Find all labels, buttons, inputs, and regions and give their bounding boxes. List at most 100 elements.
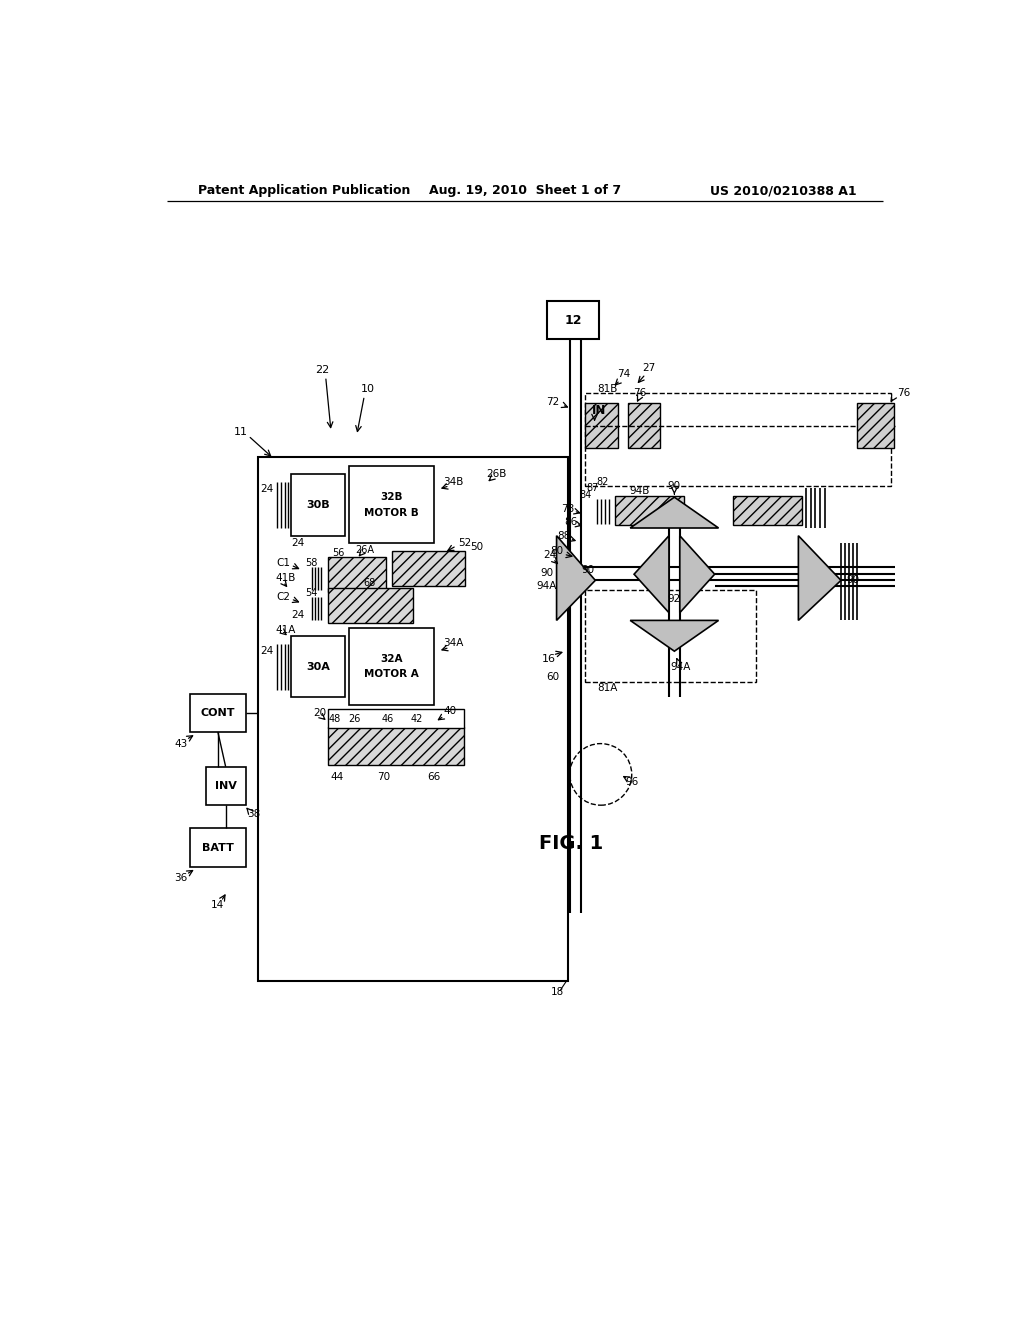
Text: 74: 74 (617, 370, 631, 379)
Bar (190, 829, 246, 867)
Text: 10: 10 (361, 384, 375, 395)
Text: 26B: 26B (486, 469, 506, 479)
Text: 82: 82 (596, 477, 608, 487)
Text: 78: 78 (561, 504, 574, 513)
Text: BATT: BATT (202, 842, 233, 853)
Text: 90: 90 (540, 568, 553, 578)
Text: 34B: 34B (443, 477, 464, 487)
Bar (349, 628, 434, 705)
Polygon shape (630, 498, 719, 528)
Text: 94B: 94B (630, 486, 649, 496)
Bar (328, 709, 464, 729)
Text: 81A: 81A (597, 684, 617, 693)
Text: 41B: 41B (275, 573, 296, 583)
Text: 30A: 30A (306, 661, 330, 672)
Text: 90: 90 (668, 480, 681, 491)
Bar (291, 636, 345, 697)
Text: 36: 36 (174, 874, 187, 883)
Text: 24: 24 (544, 550, 557, 560)
Text: 12: 12 (564, 314, 582, 326)
Text: 76: 76 (633, 388, 646, 399)
Text: 70: 70 (377, 772, 390, 781)
Text: 44: 44 (331, 772, 344, 781)
Text: FIG. 1: FIG. 1 (539, 834, 603, 853)
Text: 68: 68 (364, 578, 376, 589)
Bar (190, 693, 246, 733)
Text: 58: 58 (305, 557, 317, 568)
Text: 94A: 94A (671, 661, 691, 672)
Text: IN: IN (592, 404, 606, 417)
Bar (586, 393, 891, 486)
Text: 60: 60 (546, 672, 559, 681)
Polygon shape (634, 536, 669, 612)
Text: 84: 84 (580, 490, 592, 500)
Text: 27: 27 (642, 363, 655, 372)
Text: 50: 50 (470, 543, 483, 552)
Text: 24: 24 (291, 539, 304, 548)
Text: 86: 86 (564, 517, 578, 527)
Text: 76: 76 (898, 388, 910, 399)
Text: MOTOR A: MOTOR A (365, 669, 419, 680)
Text: CONT: CONT (201, 708, 236, 718)
Polygon shape (557, 536, 595, 620)
Text: 24: 24 (260, 484, 273, 495)
Bar (586, 590, 756, 682)
Polygon shape (799, 536, 841, 620)
Text: 16: 16 (542, 653, 556, 664)
Text: 11: 11 (233, 426, 248, 437)
Text: 80: 80 (550, 546, 563, 556)
Bar (328, 557, 386, 591)
Text: 34A: 34A (443, 639, 464, 648)
Text: 26A: 26A (355, 545, 374, 554)
Bar (547, 301, 599, 339)
Text: 56: 56 (333, 548, 345, 557)
Text: 20: 20 (313, 708, 327, 718)
Text: INV: INV (215, 781, 237, 791)
Text: Aug. 19, 2010  Sheet 1 of 7: Aug. 19, 2010 Sheet 1 of 7 (429, 185, 621, 197)
Text: 94A: 94A (537, 581, 557, 591)
Text: 52: 52 (459, 539, 472, 548)
Text: 88: 88 (557, 531, 570, 541)
Text: 87: 87 (587, 483, 599, 492)
Polygon shape (680, 536, 715, 612)
Text: 48: 48 (329, 714, 341, 723)
Text: 32A: 32A (380, 653, 402, 664)
Text: 24: 24 (260, 647, 273, 656)
Text: 26: 26 (348, 714, 360, 723)
Text: 30B: 30B (306, 500, 330, 510)
Text: 46: 46 (382, 714, 394, 723)
Text: 90: 90 (581, 565, 594, 576)
Bar (206, 767, 246, 805)
Text: 18: 18 (551, 987, 564, 998)
Text: 24: 24 (291, 610, 304, 620)
Bar (856, 404, 894, 447)
Polygon shape (630, 620, 719, 651)
Text: 40: 40 (443, 706, 456, 717)
Bar (628, 404, 660, 447)
Text: 43: 43 (174, 739, 187, 748)
Text: 92: 92 (668, 594, 681, 603)
Text: 38: 38 (247, 809, 260, 820)
Text: 72: 72 (546, 397, 559, 408)
Text: C1: C1 (276, 557, 290, 568)
Bar (349, 466, 434, 544)
Text: 14: 14 (211, 900, 224, 911)
Bar (291, 474, 345, 536)
Text: Patent Application Publication: Patent Application Publication (198, 185, 411, 197)
Text: C2: C2 (276, 593, 290, 602)
Text: US 2010/0210388 A1: US 2010/0210388 A1 (710, 185, 856, 197)
Bar (391, 552, 465, 586)
Text: 32B: 32B (380, 492, 402, 502)
Text: 41A: 41A (275, 624, 296, 635)
Text: MOTOR B: MOTOR B (365, 508, 419, 517)
Text: 42: 42 (411, 714, 423, 723)
Bar (258, 457, 568, 981)
Bar (328, 589, 414, 623)
Text: 66: 66 (427, 772, 440, 781)
Text: 54: 54 (305, 589, 317, 598)
Text: 81B: 81B (597, 384, 617, 395)
Text: 96: 96 (625, 777, 638, 787)
Text: 22: 22 (314, 366, 329, 375)
Bar (328, 726, 464, 766)
Bar (586, 404, 617, 447)
